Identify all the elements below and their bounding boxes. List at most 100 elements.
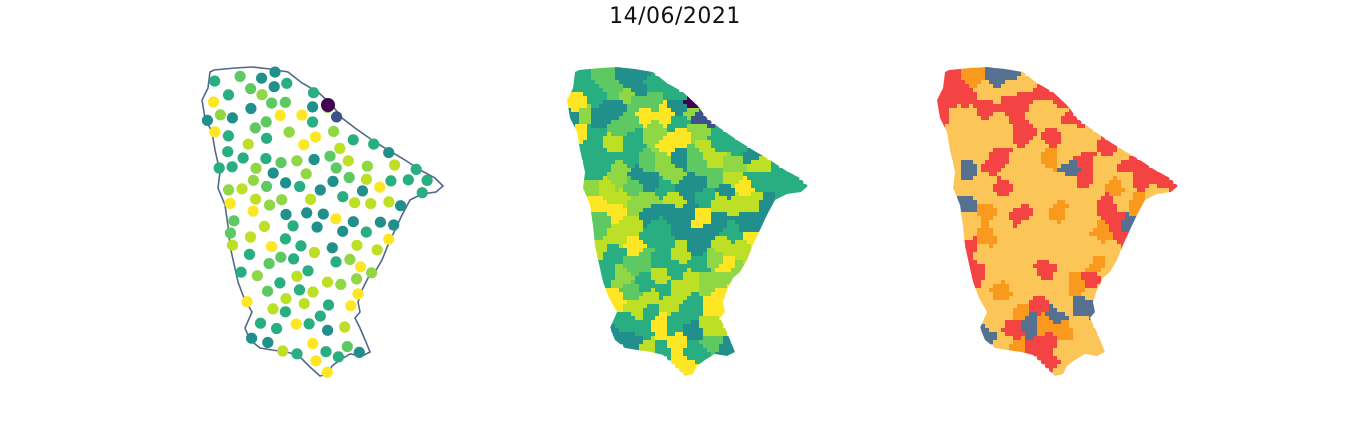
municipality-cell — [655, 236, 660, 241]
municipality-cell — [981, 128, 986, 133]
municipality-cell — [695, 348, 700, 353]
municipality-cell — [599, 148, 604, 153]
municipality-cell — [1085, 252, 1090, 257]
municipality-cell — [973, 276, 978, 281]
municipality-cell — [1017, 204, 1022, 209]
municipality-cell — [623, 344, 628, 349]
municipality-cell — [675, 128, 680, 133]
municipality-cell — [727, 276, 732, 281]
municipality-cell — [989, 152, 994, 157]
municipality-cell — [1001, 164, 1006, 169]
municipality-cell — [631, 284, 636, 289]
municipality-cell — [1077, 216, 1082, 221]
municipality-cell — [687, 340, 692, 345]
municipality-cell — [1001, 208, 1006, 213]
municipality-cell — [715, 320, 720, 325]
municipality-cell — [715, 256, 720, 261]
municipality-cell — [1033, 248, 1038, 253]
municipality-cell — [1105, 272, 1110, 277]
municipality-cell — [619, 332, 624, 337]
municipality-cell — [941, 76, 946, 81]
municipality-cell — [667, 208, 672, 213]
municipality-cell — [1061, 192, 1066, 197]
municipality-cell — [973, 88, 978, 93]
municipality-cell — [1033, 144, 1038, 149]
municipality-cell — [985, 67, 990, 69]
municipality-cell — [663, 220, 668, 225]
municipality-cell — [743, 180, 748, 185]
municipality-cell — [687, 232, 692, 237]
municipality-cell — [715, 232, 720, 237]
municipality-cell — [711, 188, 716, 193]
municipality-cell — [973, 160, 978, 165]
municipality-cell — [659, 300, 664, 305]
municipality-cell — [965, 132, 970, 137]
municipality-cell — [1109, 264, 1114, 269]
municipality-cell — [1093, 196, 1098, 201]
municipality-cell — [1025, 240, 1030, 245]
municipality-cell — [1005, 252, 1010, 257]
municipality-cell — [595, 124, 600, 129]
municipality-cell — [703, 148, 708, 153]
municipality-cell — [1037, 88, 1042, 93]
municipality-cell — [953, 92, 958, 97]
municipality-cell — [587, 140, 592, 145]
municipality-cell — [683, 120, 688, 125]
municipality-cell — [703, 172, 708, 177]
municipality-cell — [739, 156, 744, 161]
municipality-cell — [973, 156, 978, 161]
municipality-cell — [603, 236, 608, 241]
municipality-cell — [973, 260, 978, 265]
municipality-cell — [977, 252, 982, 257]
municipality-cell — [1089, 240, 1094, 245]
municipality-cell — [985, 204, 990, 209]
municipality-cell — [1005, 176, 1010, 181]
municipality-cell — [1109, 172, 1114, 177]
municipality-cell — [591, 184, 596, 189]
municipality-cell — [675, 248, 680, 253]
municipality-cell — [659, 200, 664, 205]
municipality-cell — [619, 180, 624, 185]
municipality-cell — [659, 244, 664, 249]
municipality-cell — [639, 188, 644, 193]
municipality-cell — [977, 268, 982, 273]
municipality-cell — [1009, 264, 1014, 269]
municipality-cell — [957, 164, 962, 169]
municipality-cell — [591, 196, 596, 201]
municipality-cell — [1061, 240, 1066, 245]
municipality-cell — [949, 112, 954, 117]
municipality-cell — [603, 180, 608, 185]
municipality-cell — [1045, 192, 1050, 197]
municipality-cell — [747, 156, 752, 161]
municipality-cell — [655, 188, 660, 193]
municipality-cell — [763, 192, 768, 197]
municipality-cell — [731, 204, 736, 209]
municipality-cell — [1117, 248, 1122, 253]
municipality-cell — [949, 144, 954, 149]
municipality-cell — [711, 308, 716, 313]
municipality-cell — [771, 164, 776, 169]
municipality-cell — [607, 204, 612, 209]
municipality-cell — [1141, 184, 1146, 189]
municipality-cell — [953, 108, 958, 113]
municipality-cell — [1013, 92, 1018, 97]
municipality-cell — [1053, 256, 1058, 261]
municipality-cell — [595, 144, 600, 149]
municipality-cell — [615, 68, 620, 73]
municipality-cell — [695, 148, 700, 153]
municipality-cell — [707, 348, 712, 353]
municipality-cell — [1053, 188, 1058, 193]
municipality-cell — [715, 328, 720, 333]
municipality-cell — [691, 312, 696, 317]
municipality-cell — [1117, 152, 1122, 157]
municipality-cell — [1073, 220, 1078, 225]
municipality-cell — [635, 184, 640, 189]
municipality-cell — [1109, 204, 1114, 209]
municipality-cell — [643, 240, 648, 245]
municipality-cell — [663, 168, 668, 173]
municipality-cell — [651, 272, 656, 277]
municipality-point — [365, 198, 377, 210]
municipality-cell — [655, 316, 660, 321]
municipality-point — [330, 162, 342, 174]
municipality-cell — [1109, 192, 1114, 197]
